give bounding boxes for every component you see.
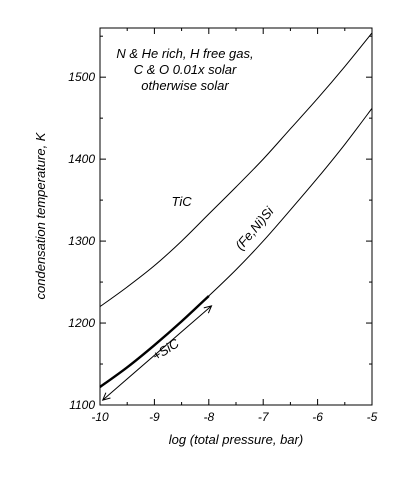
annotation-layer: TiC (Fe,Ni)Si +SiC	[149, 194, 277, 364]
sic-bold-segment	[99, 295, 210, 388]
y-tick-label: 1400	[68, 152, 95, 166]
x-tick-label: -7	[258, 410, 270, 424]
y-tick-label: 1100	[69, 398, 95, 412]
y-axis-label: condensation temperature, K	[33, 131, 48, 299]
y-tick-label: 1500	[68, 70, 95, 84]
y-tick-label: 1200	[68, 316, 95, 330]
condition-note-line-2: C & O 0.01x solar	[134, 62, 237, 77]
x-tick-label: -10	[91, 410, 109, 424]
sic-arrow-layer	[101, 305, 213, 401]
x-tick-label: -9	[149, 410, 160, 424]
x-tick-label: -5	[367, 410, 378, 424]
sic-arrow-head-right	[203, 305, 213, 314]
y-tick-label: 1300	[68, 234, 95, 248]
tic-curve	[99, 32, 373, 308]
x-axis-label: log (total pressure, bar)	[169, 432, 303, 447]
tic-label: TiC	[172, 194, 193, 209]
sic-arrow-head-left	[101, 392, 111, 401]
condition-note-line-3: otherwise solar	[141, 78, 229, 93]
condition-note-line-1: N & He rich, H free gas,	[116, 46, 253, 61]
series-layer	[99, 32, 373, 388]
tick-labels: -10 -9 -8 -7 -6 -5 1100 1200 1300 1400 1500	[68, 70, 377, 424]
x-tick-label: -8	[203, 410, 214, 424]
sic-range-arrow-shaft	[102, 305, 212, 401]
sic-label: +SiC	[149, 335, 182, 363]
x-tick-label: -6	[312, 410, 323, 424]
tick-marks	[99, 28, 373, 406]
fe-ni-si-label: (Fe,Ni)Si	[232, 203, 277, 253]
condition-note: N & He rich, H free gas, C & O 0.01x sol…	[116, 46, 253, 93]
